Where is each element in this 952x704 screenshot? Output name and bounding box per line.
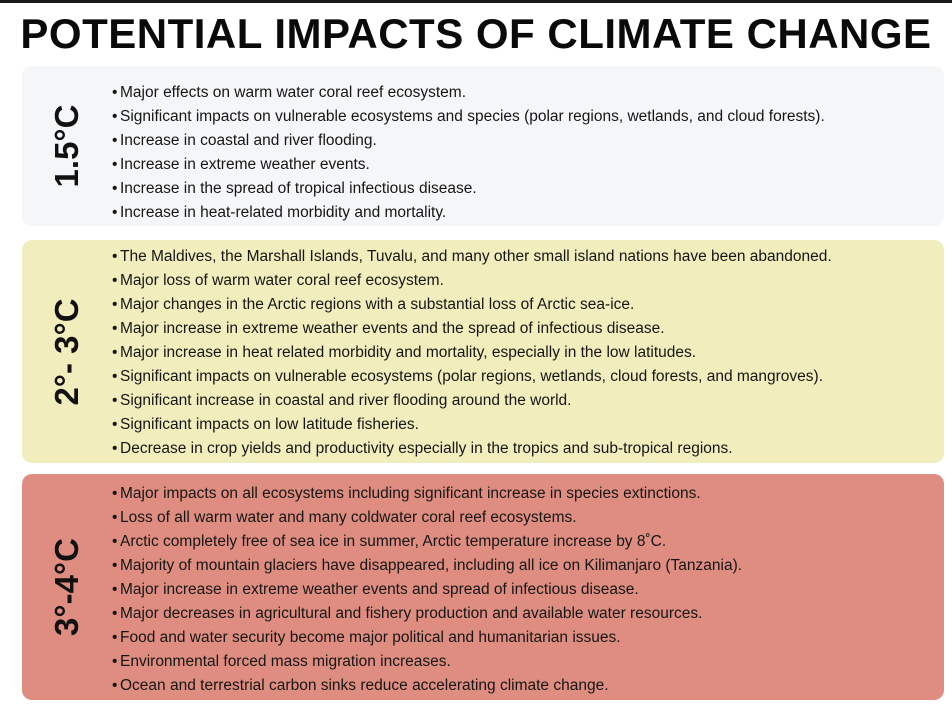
bullet-icon: • (112, 84, 118, 101)
list-item: • Environmental forced mass migration inc… (112, 650, 742, 674)
bullet-icon: • (112, 392, 118, 409)
list-item: • Significant impacts on vulnerable ecosy… (112, 105, 825, 129)
list-item: • Increase in extreme weather events. (112, 153, 825, 177)
bullet-icon: • (112, 533, 118, 550)
list-item: • Major loss of warm water coral reef eco… (112, 269, 832, 293)
list-item: • Food and water security become major po… (112, 626, 742, 650)
list-item: • Major impacts on all ecosystems includi… (112, 482, 742, 506)
bullet-icon: • (112, 156, 118, 173)
page-title: POTENTIAL IMPACTS OF CLIMATE CHANGE (20, 10, 932, 57)
list-item: • Major changes in the Arctic regions wit… (112, 293, 832, 317)
bullet-icon: • (112, 272, 118, 289)
bullet-icon: • (112, 677, 118, 694)
impact-list: • Major impacts on all ecosystems includi… (112, 482, 742, 698)
impact-list: • Major effects on warm water coral reef … (112, 81, 825, 225)
bullet-icon: • (112, 204, 118, 221)
impact-band-3-4c: 3°-4°C • Major impacts on all ecosystems … (22, 474, 944, 700)
bullet-icon: • (112, 653, 118, 670)
temperature-label: 3°-4°C (48, 538, 85, 636)
bullet-icon: • (112, 320, 118, 337)
list-item: • Significant impacts on low latitude fis… (112, 413, 832, 437)
temperature-label: 2°- 3°C (48, 297, 85, 406)
list-item: • Major increase in heat related morbidit… (112, 341, 832, 365)
list-item: • Loss of all warm water and many coldwat… (112, 506, 742, 530)
impact-band-1-5c: 1.5°C • Major effects on warm water coral… (22, 66, 944, 226)
bullet-icon: • (112, 557, 118, 574)
bullet-icon: • (112, 629, 118, 646)
list-item: • Ocean and terrestrial carbon sinks redu… (112, 674, 742, 698)
bullet-icon: • (112, 485, 118, 502)
list-item: • Major effects on warm water coral reef … (112, 81, 825, 105)
list-item: • Decrease in crop yields and productivit… (112, 437, 832, 461)
bullet-icon: • (112, 344, 118, 361)
impact-list: • The Maldives, the Marshall Islands, Tuv… (112, 245, 832, 461)
bullet-icon: • (112, 509, 118, 526)
top-border-line (0, 0, 952, 3)
list-item: • Major increase in extreme weather event… (112, 317, 832, 341)
bullet-icon: • (112, 248, 118, 265)
list-item: • Major decreases in agricultural and fis… (112, 602, 742, 626)
bullet-icon: • (112, 605, 118, 622)
list-item: • Increase in coastal and river flooding. (112, 129, 825, 153)
bullet-icon: • (112, 296, 118, 313)
list-item: • The Maldives, the Marshall Islands, Tuv… (112, 245, 832, 269)
list-item: • Majority of mountain glaciers have disa… (112, 554, 742, 578)
list-item: • Increase in heat-related morbidity and … (112, 201, 825, 225)
bullet-icon: • (112, 581, 118, 598)
bullet-icon: • (112, 440, 118, 457)
bullet-icon: • (112, 416, 118, 433)
list-item: • Significant impacts on vulnerable ecosy… (112, 365, 832, 389)
bullet-icon: • (112, 180, 118, 197)
bullet-icon: • (112, 132, 118, 149)
bullet-icon: • (112, 108, 118, 125)
list-item: • Arctic completely free of sea ice in su… (112, 530, 742, 554)
temperature-label: 1.5°C (48, 104, 85, 188)
impact-band-2-3c: 2°- 3°C • The Maldives, the Marshall Isla… (22, 240, 944, 463)
list-item: • Significant increase in coastal and riv… (112, 389, 832, 413)
list-item: • Increase in the spread of tropical infe… (112, 177, 825, 201)
list-item: • Major increase in extreme weather event… (112, 578, 742, 602)
bullet-icon: • (112, 368, 118, 385)
